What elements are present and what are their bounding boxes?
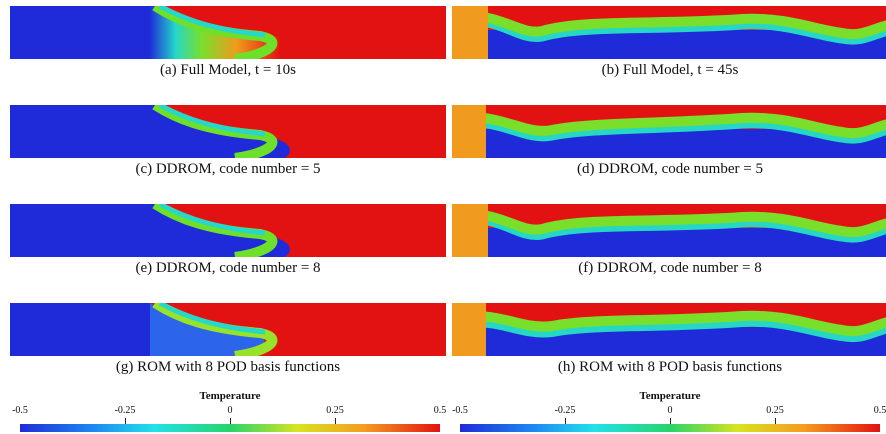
panel-d-image — [452, 105, 886, 158]
colorbar-left-tick-mid: 0 — [227, 405, 233, 416]
colorbar-right-tick-mid: 0 — [667, 405, 673, 416]
colorbar-right-tick-mark-q1 — [565, 418, 566, 424]
colorbar-right-tick-max: 0.5 — [873, 405, 886, 416]
colorbar-left-tick-q3: 0.25 — [326, 405, 344, 416]
colorbar-left-tick-q1: -0.25 — [114, 405, 136, 416]
caption-b: (b) Full Model, t = 45s — [601, 62, 739, 78]
colorbar-left-tick-min: -0.5 — [12, 405, 28, 416]
colorbar-left-tick-mark-q3 — [335, 418, 336, 424]
caption-a: (a) Full Model, t = 10s — [160, 62, 296, 78]
colorbar-left-tick-mark-q1 — [125, 418, 126, 424]
colorbar-left-gradient — [20, 424, 440, 432]
caption-d: (d) DDROM, code number = 5 — [577, 161, 763, 177]
panel-b-image — [452, 6, 886, 59]
panel-g-image — [10, 303, 446, 356]
caption-e: (e) DDROM, code number = 8 — [135, 260, 321, 276]
colorbar-right: Temperature -0.5 -0.25 0 0.25 0.5 — [452, 386, 886, 434]
caption-c: (c) DDROM, code number = 5 — [135, 161, 321, 177]
caption-f: (f) DDROM, code number = 8 — [578, 260, 762, 276]
panel-f-image — [452, 204, 886, 257]
caption-g: (g) ROM with 8 POD basis functions — [115, 359, 341, 375]
colorbar-right-tick-mark-mid — [670, 418, 671, 424]
colorbar-left-title: Temperature — [199, 390, 261, 402]
colorbar-right-title: Temperature — [639, 390, 701, 402]
colorbar-left-tick-mark-mid — [230, 418, 231, 424]
panel-h-image — [452, 303, 886, 356]
panel-e-image — [10, 204, 446, 257]
colorbar-left-tick-max: 0.5 — [433, 405, 447, 416]
colorbar-right-tick-min: -0.5 — [452, 405, 468, 416]
panel-c-image — [10, 105, 446, 158]
colorbar-right-tick-q3: 0.25 — [766, 405, 784, 416]
caption-h: (h) ROM with 8 POD basis functions — [557, 359, 783, 375]
colorbar-left: Temperature -0.5 -0.25 0 0.25 0.5 — [12, 386, 446, 434]
colorbar-right-tick-q1: -0.25 — [554, 405, 576, 416]
colorbar-right-gradient — [460, 424, 880, 432]
colorbar-right-tick-mark-q3 — [775, 418, 776, 424]
panel-a-image — [10, 6, 446, 59]
